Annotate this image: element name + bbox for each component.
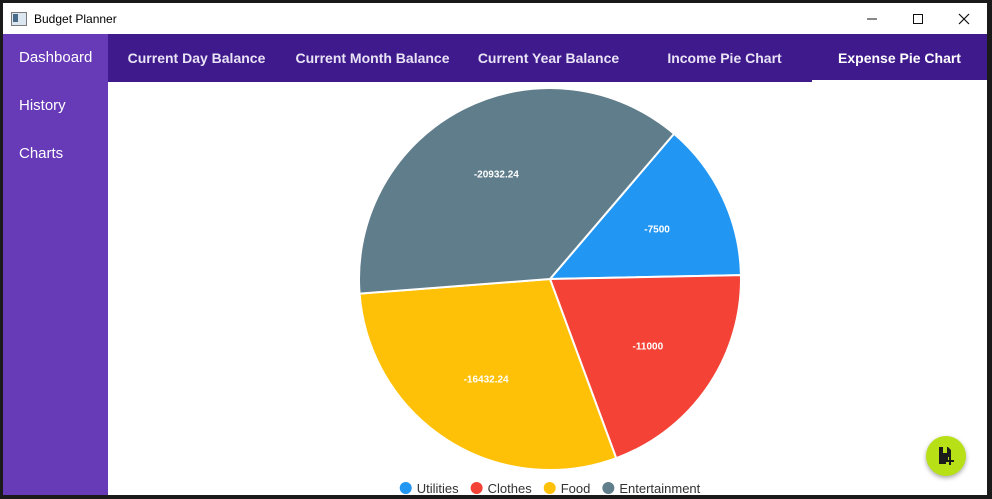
legend-marker-entertainment: [602, 482, 615, 494]
slice-label-entertainment: -20932.24: [474, 169, 519, 180]
tab-current-day-balance[interactable]: Current Day Balance: [127, 50, 266, 66]
pie-slice-clothes[interactable]: [548, 274, 742, 460]
slice-label-food: -16432.24: [464, 375, 509, 386]
tab-bar: Current Day Balance Current Month Balanc…: [108, 34, 987, 82]
legend-marker-utilities: [399, 482, 412, 494]
sidebar-item-charts[interactable]: Charts: [19, 145, 64, 162]
maximize-button[interactable]: [895, 3, 941, 34]
tab-current-year-balance[interactable]: Current Year Balance: [477, 50, 620, 66]
pie-slice-utilities[interactable]: [547, 132, 742, 281]
sidebar: Dashboard History Charts: [3, 34, 108, 495]
tab-income-pie-chart[interactable]: Income Pie Chart: [667, 50, 782, 66]
minimize-button[interactable]: [849, 3, 895, 34]
title-bar: Budget Planner: [3, 3, 987, 34]
app-window: Budget Planner Dashboard History Charts …: [3, 3, 987, 495]
app-icon: [11, 11, 27, 26]
pie-slice-food[interactable]: [358, 277, 618, 471]
slice-label-utilities: -7500: [644, 224, 670, 235]
slice-label-clothes: -11000: [633, 342, 664, 353]
window-title: Budget Planner: [34, 11, 117, 26]
expense-pie-chart: -7500 -11000 -16432.24 -20932.24 Utilities Cl…: [358, 87, 742, 495]
add-document-icon: [939, 447, 954, 465]
minimize-icon: [867, 18, 877, 19]
window-controls: [849, 3, 987, 34]
tab-current-month-balance[interactable]: Current Month Balance: [295, 50, 450, 66]
legend-label-clothes: Clothes: [488, 481, 533, 495]
chart-panel: -7500 -11000 -16432.24 -20932.24 Utilities Cl…: [108, 82, 987, 495]
pie-slice-entertainment[interactable]: [358, 87, 676, 295]
legend-marker-food: [543, 482, 556, 494]
tab-expense-pie-chart[interactable]: Expense Pie Chart: [812, 34, 987, 82]
sidebar-item-dashboard[interactable]: Dashboard: [19, 49, 93, 66]
chart-legend: Utilities Clothes Food Entertainment: [399, 481, 701, 495]
maximize-icon: [913, 13, 923, 24]
legend-label-food: Food: [561, 481, 591, 495]
close-button[interactable]: [941, 3, 987, 34]
sidebar-item-history[interactable]: History: [19, 97, 66, 114]
add-transaction-button[interactable]: [926, 436, 966, 476]
close-icon: [958, 13, 970, 24]
legend-marker-clothes: [470, 482, 483, 494]
legend-label-entertainment: Entertainment: [619, 481, 700, 495]
legend-label-utilities: Utilities: [417, 481, 459, 495]
